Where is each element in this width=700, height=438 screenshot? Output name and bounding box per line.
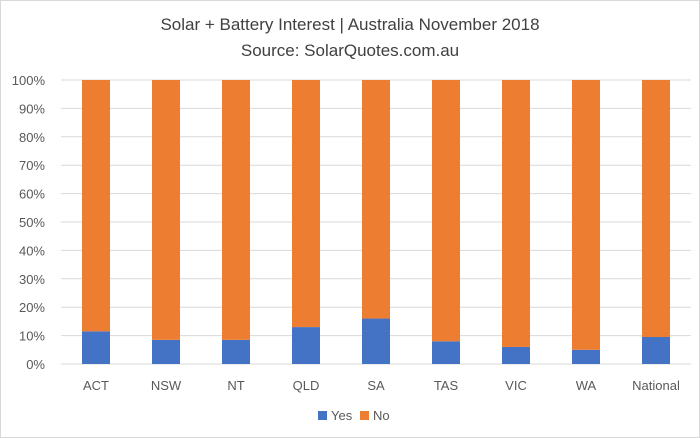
bar-yes-vic [502, 346, 530, 364]
legend-swatch-no [360, 411, 369, 420]
y-tick-label: 70% [19, 158, 45, 173]
bar-yes-national [642, 337, 670, 364]
bar-yes-nt [222, 339, 250, 364]
y-tick-label: 80% [19, 130, 45, 145]
legend-swatch-yes [318, 411, 327, 420]
bars [82, 80, 670, 364]
y-tick-label: 90% [19, 101, 45, 116]
bar-yes-act [82, 331, 110, 364]
x-tick-label: National [632, 378, 680, 393]
x-tick-label: QLD [293, 378, 320, 393]
legend: Yes No [318, 408, 390, 423]
bar-no-nt [222, 80, 250, 340]
x-tick-label: WA [576, 378, 597, 393]
x-tick-label: TAS [434, 378, 459, 393]
bar-no-tas [432, 80, 460, 342]
y-tick-label: 10% [19, 329, 45, 344]
x-tick-label: VIC [505, 378, 527, 393]
bar-yes-tas [432, 341, 460, 364]
x-tick-label: NT [227, 378, 244, 393]
bar-no-national [642, 80, 670, 338]
x-tick-label: ACT [83, 378, 109, 393]
bar-yes-wa [572, 349, 600, 364]
bar-yes-nsw [152, 339, 180, 364]
bar-no-nsw [152, 80, 180, 340]
y-tick-label: 100% [12, 73, 46, 88]
bar-no-vic [502, 80, 530, 347]
chart-subtitle: Source: SolarQuotes.com.au [241, 41, 459, 60]
bar-no-qld [292, 80, 320, 328]
y-tick-label: 20% [19, 300, 45, 315]
bar-no-wa [572, 80, 600, 350]
bar-yes-sa [362, 318, 390, 364]
bar-yes-qld [292, 327, 320, 364]
x-axis-ticks: ACT NSW NT QLD SA TAS VIC WA National [83, 378, 680, 393]
y-tick-label: 0% [26, 357, 45, 372]
y-tick-label: 60% [19, 187, 45, 202]
y-tick-label: 30% [19, 272, 45, 287]
legend-label-no: No [373, 408, 390, 423]
y-tick-label: 50% [19, 215, 45, 230]
chart-title: Solar + Battery Interest | Australia Nov… [160, 15, 539, 34]
bar-no-sa [362, 80, 390, 319]
x-tick-label: NSW [151, 378, 182, 393]
y-axis-ticks: 0% 10% 20% 30% 40% 50% 60% 70% 80% 90% 100% [12, 73, 46, 372]
legend-label-yes: Yes [331, 408, 353, 423]
x-tick-label: SA [367, 378, 385, 393]
y-tick-label: 40% [19, 243, 45, 258]
bar-no-act [82, 80, 110, 332]
